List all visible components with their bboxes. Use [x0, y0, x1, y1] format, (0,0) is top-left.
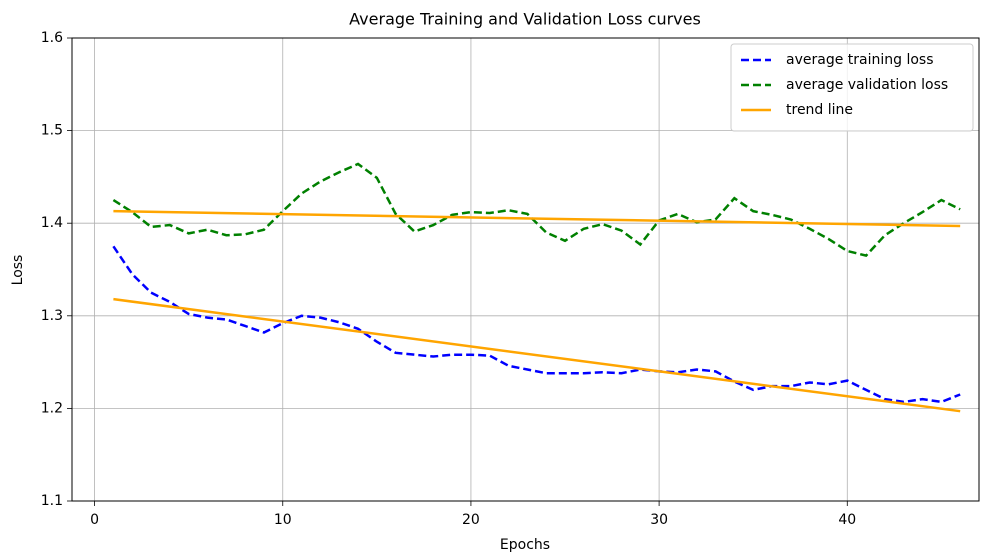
trend-line: [113, 209, 961, 228]
y-tick-label: 1.1: [41, 493, 63, 509]
legend-label: trend line: [786, 102, 853, 118]
trend-line: [113, 297, 961, 413]
chart-title: Average Training and Validation Loss cur…: [349, 10, 701, 29]
data-line: [112, 245, 961, 404]
x-tick-label: 10: [274, 512, 292, 528]
x-tick-label: 40: [838, 512, 856, 528]
axes-frame: [71, 37, 980, 502]
y-tick-label: 1.5: [41, 123, 63, 139]
y-tick-label: 1.2: [41, 400, 63, 416]
x-tick-label: 0: [90, 512, 99, 528]
legend-label: average validation loss: [786, 77, 948, 93]
x-tick-label: 30: [650, 512, 668, 528]
legend-box: [730, 43, 974, 132]
legend-label: average training loss: [786, 52, 934, 68]
x-axis-label: Epochs: [500, 537, 550, 553]
x-tick-label: 20: [462, 512, 480, 528]
data-line: [112, 162, 961, 258]
y-tick-label: 1.3: [41, 308, 63, 324]
y-tick-label: 1.4: [41, 215, 63, 231]
y-axis-label: Loss: [10, 255, 26, 286]
y-tick-label: 1.6: [41, 30, 63, 46]
